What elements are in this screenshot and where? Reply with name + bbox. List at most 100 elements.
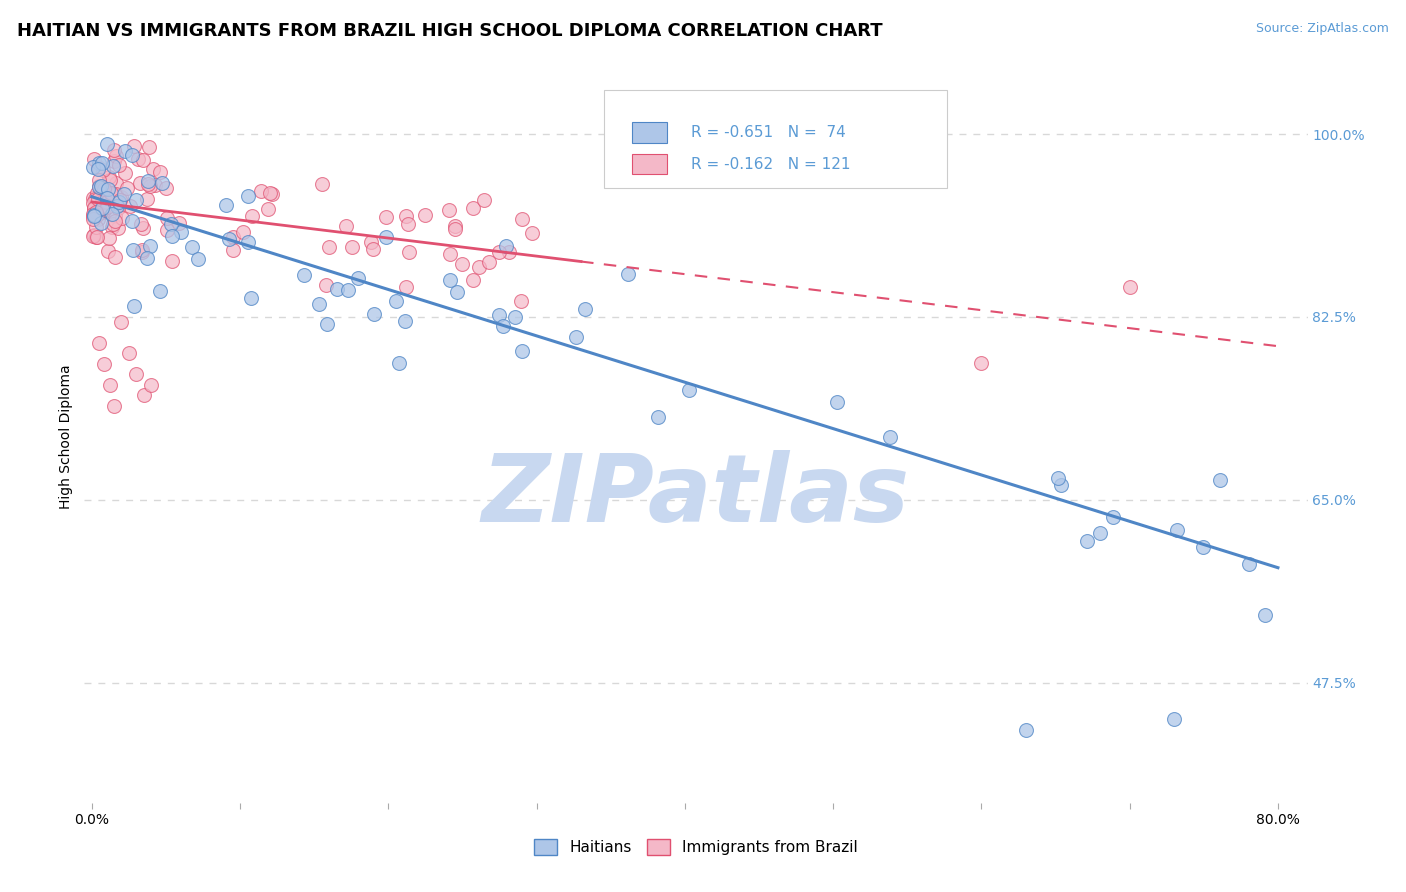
- Point: [360, 235, 382, 249]
- Point: [91, 194, 114, 209]
- Point: [89, 199, 111, 213]
- Point: [616, 267, 638, 281]
- Point: [135, 251, 157, 265]
- Point: [89, 180, 111, 194]
- Point: [478, 254, 501, 268]
- Point: [91, 205, 114, 219]
- Point: [468, 260, 491, 275]
- Point: [385, 293, 408, 308]
- Point: [446, 285, 468, 300]
- Point: [93, 182, 115, 196]
- Point: [104, 187, 127, 202]
- Point: [127, 153, 149, 167]
- Point: [90, 216, 112, 230]
- Point: [232, 225, 254, 239]
- Point: [83, 208, 105, 222]
- Point: [488, 308, 510, 322]
- Point: [87, 173, 110, 187]
- Point: [84, 194, 107, 208]
- Point: [91, 156, 114, 170]
- Point: [90, 182, 112, 196]
- Point: [156, 223, 179, 237]
- Point: [443, 219, 465, 233]
- Point: [1118, 280, 1140, 294]
- Point: [82, 191, 104, 205]
- Point: [1015, 723, 1038, 737]
- Point: [125, 368, 148, 382]
- Point: [100, 186, 122, 200]
- Point: [96, 137, 118, 152]
- Point: [1237, 558, 1260, 572]
- Point: [89, 156, 111, 170]
- Point: [395, 280, 418, 294]
- Point: [138, 174, 160, 188]
- Point: [122, 138, 145, 153]
- Point: [98, 377, 121, 392]
- Point: [169, 216, 191, 230]
- Point: [139, 179, 162, 194]
- Point: [879, 430, 901, 444]
- Point: [86, 229, 108, 244]
- Point: [1163, 712, 1185, 726]
- Point: [103, 399, 125, 413]
- Point: [398, 245, 420, 260]
- Point: [142, 161, 165, 176]
- Point: [132, 388, 155, 402]
- Point: [135, 192, 157, 206]
- Point: [82, 161, 104, 175]
- Point: [90, 204, 112, 219]
- FancyBboxPatch shape: [605, 90, 946, 188]
- Point: [250, 184, 273, 198]
- Point: [89, 336, 111, 351]
- Point: [105, 199, 128, 213]
- Point: [104, 176, 127, 190]
- Point: [215, 197, 238, 211]
- Point: [84, 219, 107, 234]
- Point: [439, 273, 461, 287]
- Point: [1050, 478, 1073, 492]
- Point: [118, 346, 141, 360]
- Point: [375, 210, 398, 224]
- Point: [498, 245, 520, 260]
- Point: [82, 211, 104, 226]
- Point: [82, 228, 104, 243]
- Text: R = -0.162   N = 121: R = -0.162 N = 121: [692, 157, 851, 172]
- Point: [91, 162, 114, 177]
- Point: [100, 219, 122, 234]
- Point: [104, 209, 127, 223]
- Point: [90, 204, 112, 219]
- Point: [132, 221, 155, 235]
- Point: [101, 217, 124, 231]
- Point: [101, 207, 124, 221]
- Point: [139, 239, 162, 253]
- Point: [115, 181, 138, 195]
- Point: [222, 244, 245, 258]
- Point: [108, 194, 131, 209]
- Point: [122, 299, 145, 313]
- Point: [108, 158, 131, 172]
- Text: ZIPatlas: ZIPatlas: [482, 450, 910, 541]
- Point: [1088, 525, 1111, 540]
- Point: [131, 153, 153, 167]
- Point: [83, 152, 105, 166]
- Point: [105, 199, 128, 213]
- Point: [472, 193, 495, 207]
- Point: [308, 297, 330, 311]
- Point: [83, 207, 105, 221]
- Point: [90, 201, 112, 215]
- Point: [83, 202, 105, 216]
- Point: [82, 195, 104, 210]
- Legend: Haitians, Immigrants from Brazil: Haitians, Immigrants from Brazil: [529, 833, 863, 861]
- Point: [150, 176, 173, 190]
- Point: [149, 165, 172, 179]
- Point: [111, 211, 134, 225]
- Point: [155, 181, 177, 195]
- Point: [107, 221, 129, 235]
- Point: [257, 202, 280, 216]
- Point: [97, 181, 120, 195]
- Point: [170, 225, 193, 239]
- Point: [138, 177, 160, 191]
- Point: [439, 246, 461, 260]
- Point: [316, 317, 339, 331]
- Point: [451, 257, 474, 271]
